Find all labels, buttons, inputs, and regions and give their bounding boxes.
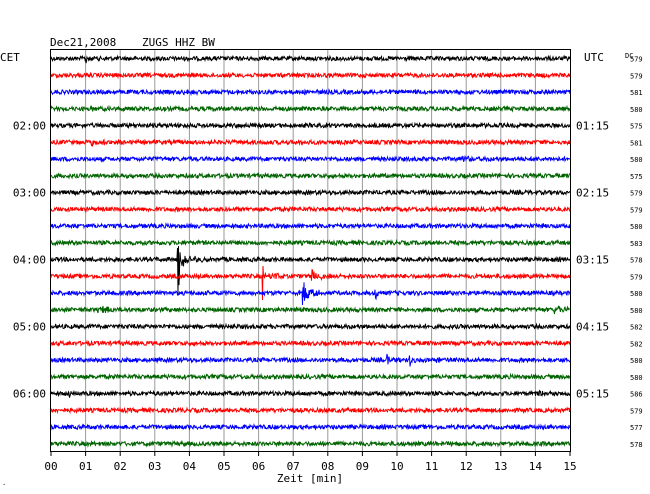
dc-values: 579 579 581 580 575 581 580 575 579 579 580 583 578 5… <box>630 56 643 449</box>
trace-row-14 <box>50 282 571 305</box>
seismic-traces <box>50 54 571 448</box>
trace-row-11 <box>50 238 571 247</box>
trace-row-4 <box>50 121 571 130</box>
dc-value: 581 <box>630 139 643 147</box>
dc-value: 578 <box>630 441 643 449</box>
right-hour-label: 05:15 <box>576 388 609 401</box>
left-hour-label: 04:00 <box>13 254 46 267</box>
trace-row-21 <box>50 406 571 415</box>
left-hour-label: 06:00 <box>13 388 46 401</box>
x-tick-label: 00 <box>44 460 57 473</box>
trace-row-0 <box>50 54 571 64</box>
dc-value: 582 <box>630 324 643 332</box>
x-tick-label: 04 <box>183 460 197 473</box>
right-hour-label: 01:15 <box>576 120 609 133</box>
dc-value: 577 <box>630 424 643 432</box>
x-tick-label: 06 <box>252 460 265 473</box>
dc-value: 580 <box>630 156 643 164</box>
dc-value: 579 <box>630 190 643 198</box>
x-axis-ticks: 00 01 02 03 04 05 06 07 08 09 10 11 12 13 14 15 <box>44 451 577 473</box>
dc-header: DC <box>625 52 633 60</box>
dc-value: 575 <box>630 123 643 131</box>
trace-row-18 <box>50 353 571 367</box>
trace-row-12 <box>50 246 571 294</box>
dc-value: 582 <box>630 340 643 348</box>
hour-labels: 02:00 03:00 04:00 05:00 06:00 01:15 02:15 03:15… <box>13 120 609 401</box>
trace-row-1 <box>50 71 571 80</box>
x-tick-label: 15 <box>563 460 576 473</box>
x-tick-label: 08 <box>321 460 334 473</box>
x-tick-label: 10 <box>390 460 403 473</box>
trace-row-7 <box>50 171 571 180</box>
x-tick-label: 14 <box>529 460 543 473</box>
minute-gridlines <box>85 50 536 451</box>
trace-row-3 <box>50 104 571 113</box>
dc-value: 580 <box>630 357 643 365</box>
x-tick-label: 05 <box>217 460 230 473</box>
trace-row-8 <box>50 188 571 197</box>
dc-value: 578 <box>630 257 643 265</box>
plot-frame <box>50 49 571 452</box>
trace-row-17 <box>50 339 571 348</box>
x-axis-label: Zeit [min] <box>277 472 343 485</box>
dc-value: 575 <box>630 173 643 181</box>
x-tick-label: 09 <box>356 460 369 473</box>
trace-row-13 <box>50 265 571 300</box>
trace-row-6 <box>50 154 571 163</box>
dc-value: 586 <box>630 391 643 399</box>
right-axis-label: UTC <box>584 51 604 64</box>
right-hour-label: 03:15 <box>576 254 609 267</box>
trace-row-9 <box>50 205 571 214</box>
dc-value: 580 <box>630 223 643 231</box>
x-tick-label: 03 <box>148 460 161 473</box>
trace-row-19 <box>50 372 571 381</box>
dc-value: 581 <box>630 89 643 97</box>
trace-row-16 <box>50 322 571 331</box>
left-hour-label: 02:00 <box>13 120 46 133</box>
left-hour-label: 03:00 <box>13 187 46 200</box>
dc-value: 580 <box>630 307 643 315</box>
x-tick-label: 11 <box>425 460 438 473</box>
dc-value: 580 <box>630 374 643 382</box>
trace-row-22 <box>50 423 571 431</box>
x-tick-label: 12 <box>460 460 473 473</box>
corner-mark: . <box>2 479 6 487</box>
trace-row-15 <box>50 305 571 315</box>
right-hour-label: 02:15 <box>576 187 609 200</box>
x-tick-label: 01 <box>79 460 92 473</box>
dc-value: 579 <box>630 273 643 281</box>
dc-value: 580 <box>630 106 643 114</box>
chart-date: Dec21,2008 <box>50 36 116 49</box>
x-tick-label: 02 <box>114 460 127 473</box>
x-tick-label: 13 <box>494 460 507 473</box>
trace-row-10 <box>50 221 571 230</box>
chart-station: ZUGS HHZ BW <box>142 36 215 49</box>
trace-row-2 <box>50 88 571 97</box>
dc-value: 583 <box>630 240 643 248</box>
dc-value: 579 <box>630 407 643 415</box>
trace-row-20 <box>50 389 571 398</box>
dc-value: 580 <box>630 290 643 298</box>
left-axis-label: CET <box>0 51 20 64</box>
dc-value: 579 <box>630 56 643 64</box>
dc-value: 579 <box>630 206 643 214</box>
dc-value: 579 <box>630 72 643 80</box>
trace-row-5 <box>50 138 571 148</box>
left-hour-label: 05:00 <box>13 321 46 334</box>
right-hour-label: 04:15 <box>576 321 609 334</box>
trace-row-23 <box>50 439 571 448</box>
x-tick-label: 07 <box>287 460 300 473</box>
